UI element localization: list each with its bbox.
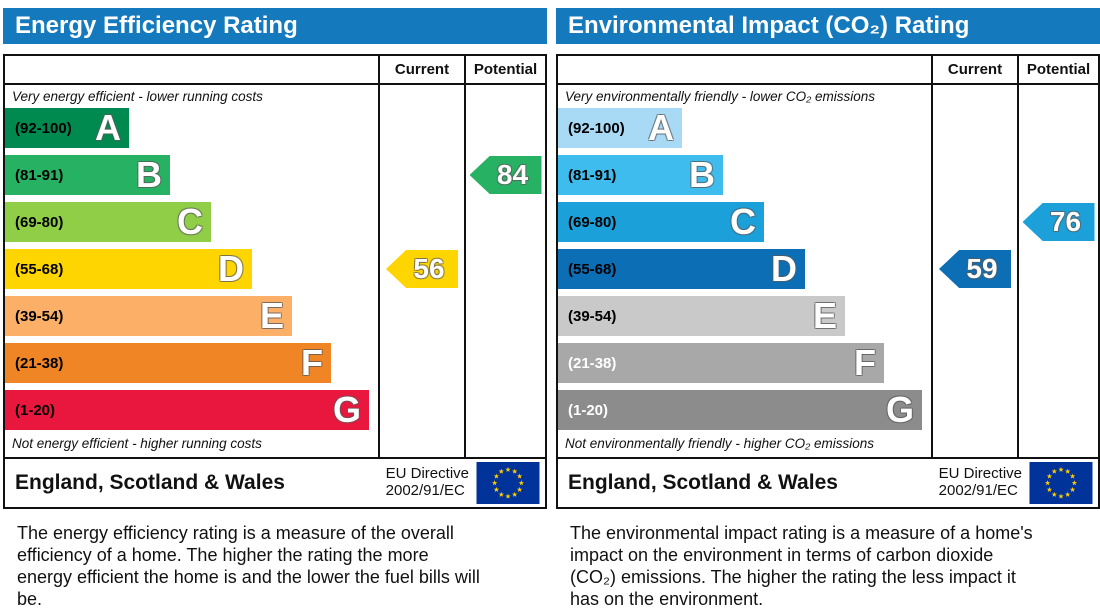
current-rating-value: 56: [413, 253, 445, 284]
eu-flag-icon: [476, 462, 540, 504]
potential-column-header: Potential: [464, 56, 545, 83]
band-row-c: (69-80) C: [558, 202, 764, 242]
potential-column: 76: [1017, 85, 1098, 457]
current-rating-arrow: 59: [939, 250, 1011, 288]
band-range-label: (1-20): [568, 401, 609, 419]
band-grade-letter: E: [259, 295, 284, 336]
eu-directive-line2: 2002/91/EC: [938, 482, 1018, 499]
band-row-c: (69-80) C: [5, 202, 211, 242]
potential-rating-value: 76: [1049, 206, 1082, 237]
energy-panel-title: Energy Efficiency Rating: [3, 8, 547, 44]
band-range-label: (69-80): [15, 213, 64, 231]
band-row-f: (21-38) F: [558, 343, 884, 383]
band-range-label: (92-100): [15, 119, 72, 137]
band-row-a: (92-100) A: [5, 108, 129, 148]
current-column: 59: [931, 85, 1017, 457]
eu-directive-line1: EU Directive: [938, 465, 1022, 483]
band-range-label: (55-68): [568, 260, 617, 278]
potential-rating-arrow: 76: [1022, 203, 1095, 241]
band-grade-letter: F: [854, 342, 876, 383]
band-row-e: (39-54) E: [5, 296, 292, 336]
band-grade-letter: B: [689, 154, 715, 195]
band-grade-letter: D: [218, 248, 244, 289]
band-list: (92-100) A (81-91) B (69-80) C: [5, 108, 378, 430]
region-label: England, Scotland & Wales: [15, 471, 285, 494]
band-grade-letter: B: [136, 154, 162, 195]
environmental-table-header: Current Potential: [558, 56, 1098, 85]
bottom-note: Not environmentally friendly - higher CO…: [565, 436, 875, 451]
band-row-d: (55-68) D: [558, 249, 805, 289]
current-rating-value: 59: [966, 253, 998, 284]
current-column: 56: [378, 85, 464, 457]
band-grade-letter: C: [177, 201, 203, 242]
region-label: England, Scotland & Wales: [568, 471, 838, 494]
eu-directive-label: EU Directive 2002/91/EC: [385, 465, 469, 500]
current-column-header: Current: [931, 56, 1017, 83]
environmental-impact-panel: Environmental Impact (CO₂) Rating Curren…: [556, 8, 1100, 611]
top-note: Very environmentally friendly - lower CO…: [565, 89, 875, 104]
band-row-g: (1-20) G: [558, 390, 922, 430]
band-range-label: (39-54): [568, 307, 617, 325]
header-spacer: [558, 56, 931, 83]
energy-chart-body: Very energy efficient - lower running co…: [5, 85, 545, 457]
environmental-panel-title: Environmental Impact (CO₂) Rating: [556, 8, 1100, 44]
band-grade-letter: G: [885, 389, 914, 430]
current-rating-arrow: 56: [386, 250, 458, 288]
environmental-chart-body: Very environmentally friendly - lower CO…: [558, 85, 1098, 457]
potential-column-header: Potential: [1017, 56, 1098, 83]
band-row-f: (21-38) F: [5, 343, 331, 383]
energy-efficiency-panel: Energy Efficiency Rating Current Potenti…: [3, 8, 547, 611]
environmental-band-chart: Very environmentally friendly - lower CO…: [558, 85, 931, 457]
energy-rating-table: Current Potential Very energy efficient …: [3, 54, 547, 509]
band-range-label: (1-20): [15, 401, 56, 419]
band-range-label: (81-91): [15, 166, 64, 184]
potential-rating-value: 84: [496, 159, 529, 190]
energy-description-text: The energy efficiency rating is a measur…: [17, 523, 480, 610]
energy-table-footer: England, Scotland & Wales EU Directive 2…: [5, 457, 545, 507]
band-range-label: (21-38): [15, 354, 64, 372]
eu-directive-label: EU Directive 2002/91/EC: [938, 465, 1022, 500]
potential-column: 84: [464, 85, 545, 457]
band-grade-letter: E: [812, 295, 837, 336]
band-row-d: (55-68) D: [5, 249, 252, 289]
band-row-b: (81-91) B: [558, 155, 723, 195]
current-column-header: Current: [378, 56, 464, 83]
band-range-label: (39-54): [15, 307, 64, 325]
eu-directive-line1: EU Directive: [385, 465, 469, 483]
band-range-label: (92-100): [568, 119, 625, 137]
band-grade-letter: F: [301, 342, 323, 383]
band-range-label: (81-91): [568, 166, 617, 184]
band-grade-letter: D: [771, 248, 797, 289]
band-grade-letter: A: [648, 107, 674, 148]
eu-flag-icon: [1029, 462, 1093, 504]
environmental-rating-table: Current Potential Very environmentally f…: [556, 54, 1100, 509]
band-range-label: (55-68): [15, 260, 64, 278]
band-row-b: (81-91) B: [5, 155, 170, 195]
band-list: (92-100) A (81-91) B (69-80) C: [558, 108, 931, 430]
header-spacer: [5, 56, 378, 83]
band-row-a: (92-100) A: [558, 108, 682, 148]
environmental-table-footer: England, Scotland & Wales EU Directive 2…: [558, 457, 1098, 507]
band-range-label: (69-80): [568, 213, 617, 231]
eu-directive-line2: 2002/91/EC: [385, 482, 465, 499]
band-row-e: (39-54) E: [558, 296, 845, 336]
potential-rating-arrow: 84: [469, 156, 542, 194]
energy-band-chart: Very energy efficient - lower running co…: [5, 85, 378, 457]
band-grade-letter: C: [730, 201, 756, 242]
band-grade-letter: G: [332, 389, 361, 430]
energy-table-header: Current Potential: [5, 56, 545, 85]
top-note: Very energy efficient - lower running co…: [12, 89, 263, 104]
band-range-label: (21-38): [568, 354, 617, 372]
band-row-g: (1-20) G: [5, 390, 369, 430]
bottom-note: Not energy efficient - higher running co…: [12, 436, 262, 451]
band-grade-letter: A: [95, 107, 121, 148]
environmental-description-text: The environmental impact rating is a mea…: [570, 523, 1033, 610]
